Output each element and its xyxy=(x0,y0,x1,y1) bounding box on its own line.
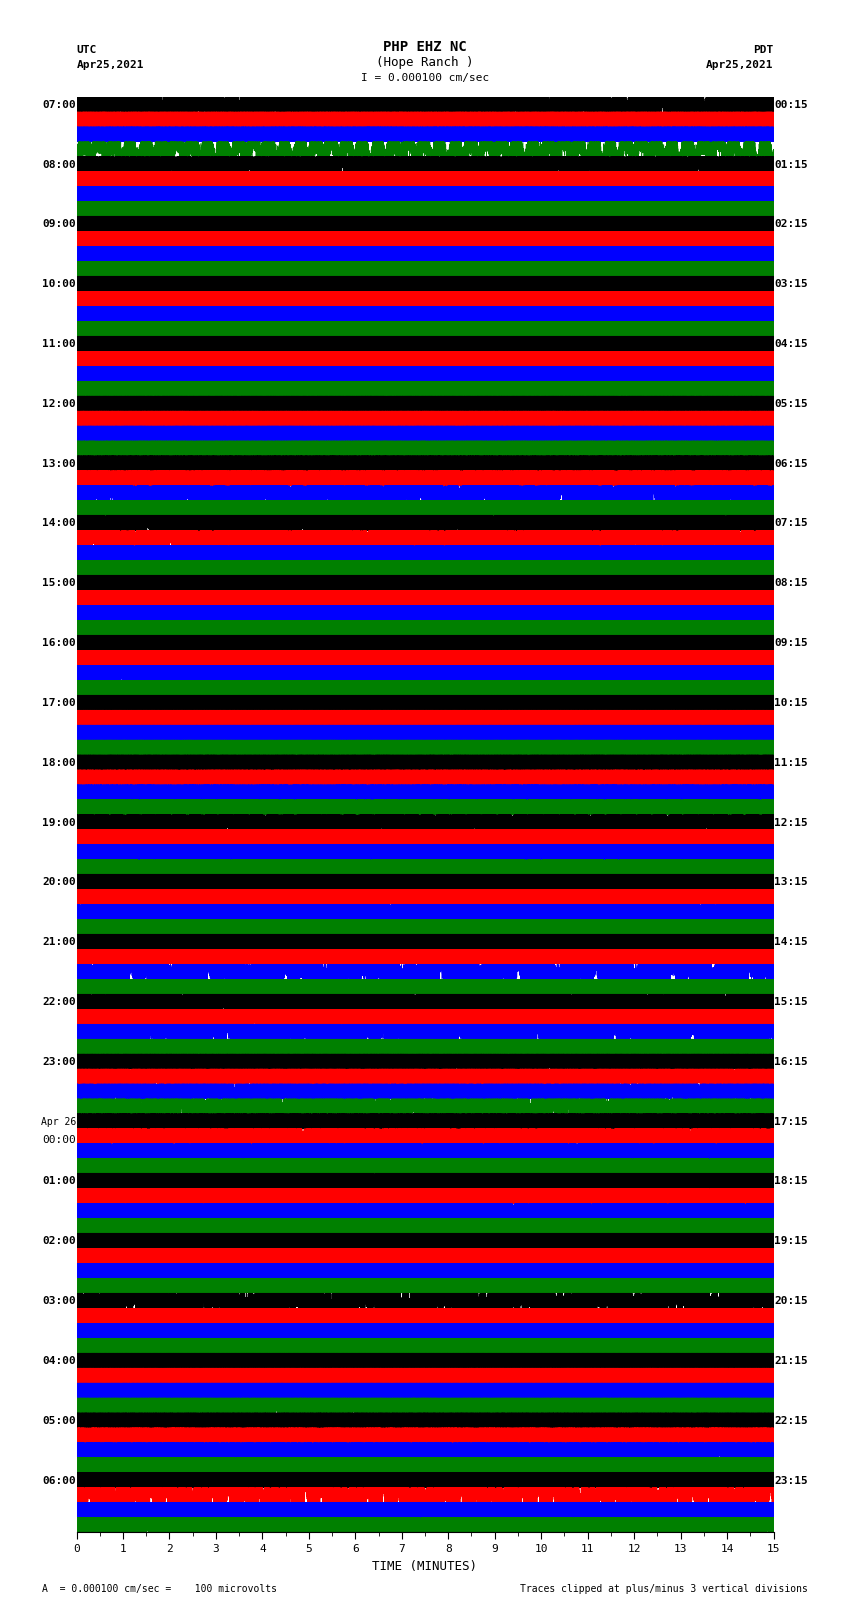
Text: 11:00: 11:00 xyxy=(42,339,76,348)
Text: 18:15: 18:15 xyxy=(774,1176,808,1187)
Text: (Hope Ranch ): (Hope Ranch ) xyxy=(377,56,473,69)
Text: Apr25,2021: Apr25,2021 xyxy=(76,60,144,69)
Text: 13:15: 13:15 xyxy=(774,877,808,887)
Text: 07:15: 07:15 xyxy=(774,518,808,529)
Text: 18:00: 18:00 xyxy=(42,758,76,768)
Text: 00:00: 00:00 xyxy=(42,1134,76,1145)
Text: 11:15: 11:15 xyxy=(774,758,808,768)
Text: 04:15: 04:15 xyxy=(774,339,808,348)
Text: 14:00: 14:00 xyxy=(42,518,76,529)
Text: Traces clipped at plus/minus 3 vertical divisions: Traces clipped at plus/minus 3 vertical … xyxy=(519,1584,808,1594)
Text: PHP EHZ NC: PHP EHZ NC xyxy=(383,40,467,55)
Text: 12:00: 12:00 xyxy=(42,398,76,408)
Text: 07:00: 07:00 xyxy=(42,100,76,110)
Text: 06:15: 06:15 xyxy=(774,458,808,469)
Text: 05:15: 05:15 xyxy=(774,398,808,408)
Text: 17:00: 17:00 xyxy=(42,698,76,708)
Text: 16:15: 16:15 xyxy=(774,1057,808,1066)
Text: 03:15: 03:15 xyxy=(774,279,808,289)
X-axis label: TIME (MINUTES): TIME (MINUTES) xyxy=(372,1560,478,1573)
Text: 02:00: 02:00 xyxy=(42,1236,76,1247)
Text: 22:00: 22:00 xyxy=(42,997,76,1007)
Text: 01:00: 01:00 xyxy=(42,1176,76,1187)
Text: 19:00: 19:00 xyxy=(42,818,76,827)
Text: PDT: PDT xyxy=(753,45,774,55)
Text: Apr 26: Apr 26 xyxy=(41,1116,76,1126)
Text: 15:00: 15:00 xyxy=(42,579,76,589)
Text: 04:00: 04:00 xyxy=(42,1357,76,1366)
Text: 09:15: 09:15 xyxy=(774,639,808,648)
Text: 05:00: 05:00 xyxy=(42,1416,76,1426)
Text: 08:15: 08:15 xyxy=(774,579,808,589)
Text: 12:15: 12:15 xyxy=(774,818,808,827)
Text: 08:00: 08:00 xyxy=(42,160,76,169)
Text: 20:15: 20:15 xyxy=(774,1297,808,1307)
Text: 19:15: 19:15 xyxy=(774,1236,808,1247)
Text: 09:00: 09:00 xyxy=(42,219,76,229)
Text: I = 0.000100 cm/sec: I = 0.000100 cm/sec xyxy=(361,73,489,82)
Text: 15:15: 15:15 xyxy=(774,997,808,1007)
Text: 02:15: 02:15 xyxy=(774,219,808,229)
Text: 10:15: 10:15 xyxy=(774,698,808,708)
Text: 14:15: 14:15 xyxy=(774,937,808,947)
Text: Apr25,2021: Apr25,2021 xyxy=(706,60,774,69)
Text: 20:00: 20:00 xyxy=(42,877,76,887)
Text: 13:00: 13:00 xyxy=(42,458,76,469)
Text: A  = 0.000100 cm/sec =    100 microvolts: A = 0.000100 cm/sec = 100 microvolts xyxy=(42,1584,277,1594)
Text: 10:00: 10:00 xyxy=(42,279,76,289)
Text: 22:15: 22:15 xyxy=(774,1416,808,1426)
Text: 06:00: 06:00 xyxy=(42,1476,76,1486)
Text: 16:00: 16:00 xyxy=(42,639,76,648)
Text: 01:15: 01:15 xyxy=(774,160,808,169)
Text: 23:00: 23:00 xyxy=(42,1057,76,1066)
Text: 21:15: 21:15 xyxy=(774,1357,808,1366)
Text: 17:15: 17:15 xyxy=(774,1116,808,1126)
Text: 23:15: 23:15 xyxy=(774,1476,808,1486)
Text: UTC: UTC xyxy=(76,45,97,55)
Text: 03:00: 03:00 xyxy=(42,1297,76,1307)
Text: 21:00: 21:00 xyxy=(42,937,76,947)
Text: 00:15: 00:15 xyxy=(774,100,808,110)
